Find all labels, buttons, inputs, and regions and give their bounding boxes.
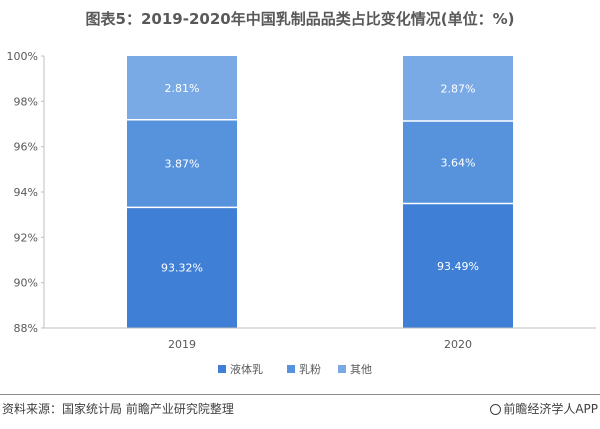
y-tick-label: 98% (14, 95, 38, 108)
data-label: 93.49% (437, 260, 479, 273)
data-label: 93.32% (161, 262, 203, 275)
x-axis: 2019 2020 (44, 327, 596, 351)
source-note: 资料来源：国家统计局 前瞻产业研究院整理 (2, 402, 234, 416)
brand-name: 前瞻经济学人APP (503, 402, 598, 416)
legend-swatch (218, 365, 226, 373)
legend: 液体乳 乳粉 其他 (218, 362, 372, 376)
footer-divider (0, 394, 600, 395)
data-label: 2.87% (441, 83, 476, 96)
y-tick-label: 96% (14, 141, 38, 154)
y-tick-label: 92% (14, 231, 38, 244)
x-tick-label: 2019 (168, 338, 196, 351)
bar-segment (127, 56, 237, 120)
y-tick-label: 88% (14, 322, 38, 335)
data-label: 3.64% (441, 156, 476, 169)
data-label: 2.81% (165, 82, 200, 95)
legend-swatch (287, 365, 295, 373)
bar-segment (127, 207, 237, 328)
legend-label: 乳粉 (299, 363, 321, 376)
bar-segment (403, 203, 513, 328)
legend-swatch (338, 365, 346, 373)
legend-label: 其他 (350, 363, 372, 376)
x-tick-label: 2020 (444, 338, 472, 351)
brand-logo-icon (490, 404, 502, 415)
stacked-bar-chart: 88%90%92%94%96%98%100% 93.32%3.87%2.81%9… (7, 50, 596, 376)
y-axis: 88% 90% 92% 94% 96% 98% 100% (7, 50, 45, 335)
brand-credit: 前瞻经济学人APP (490, 400, 598, 417)
bar-segment (403, 121, 513, 204)
bar-segment (127, 119, 237, 208)
y-tick-label: 90% (14, 277, 38, 290)
y-tick-label: 100% (7, 50, 38, 63)
data-label: 3.87% (165, 158, 200, 171)
bars: 93.32% 3.87% 2.81% 93.49% 3.64% 2.87% (127, 56, 513, 328)
legend-label: 液体乳 (230, 362, 263, 376)
chart-title: 图表5：2019-2020年中国乳制品品类占比变化情况(单位：%) (85, 10, 515, 28)
y-tick-label: 94% (14, 186, 38, 199)
bar-segment (403, 56, 513, 122)
